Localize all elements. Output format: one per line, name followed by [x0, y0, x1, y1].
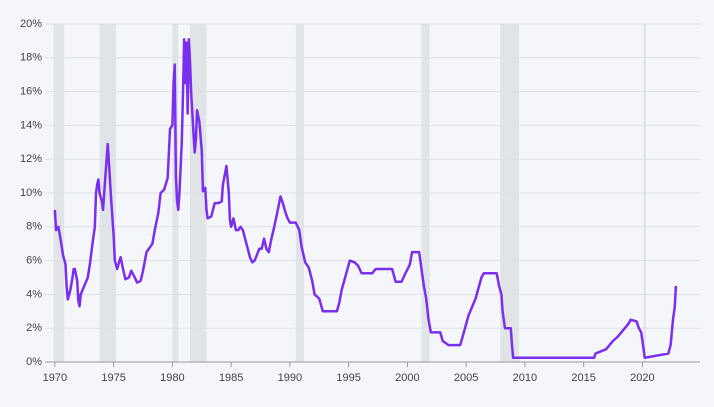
y-tick-label: 14%: [20, 119, 42, 131]
y-tick-label: 12%: [20, 153, 42, 165]
x-tick-label: 2005: [454, 372, 478, 384]
x-tick-label: 2015: [571, 372, 595, 384]
y-tick-label: 10%: [20, 187, 42, 199]
x-tick-label: 1985: [219, 372, 243, 384]
y-tick-label: 8%: [26, 221, 42, 233]
x-tick-label: 2020: [630, 372, 654, 384]
x-tick-label: 1970: [43, 372, 67, 384]
x-tick-label: 1990: [278, 372, 302, 384]
rate-line: [53, 37, 678, 360]
x-tick-label: 2000: [395, 372, 419, 384]
y-tick-label: 0%: [26, 356, 42, 368]
y-tick-label: 6%: [26, 255, 42, 267]
x-tick-label: 2010: [513, 372, 537, 384]
x-tick-label: 1980: [160, 372, 184, 384]
y-tick-label: 4%: [26, 288, 42, 300]
x-tick-label: 1975: [101, 372, 125, 384]
y-tick-label: 2%: [26, 322, 42, 334]
y-tick-label: 18%: [20, 52, 42, 64]
x-tick-label: 1995: [336, 372, 360, 384]
y-tick-label: 20%: [20, 18, 42, 30]
y-tick-label: 16%: [20, 86, 42, 98]
